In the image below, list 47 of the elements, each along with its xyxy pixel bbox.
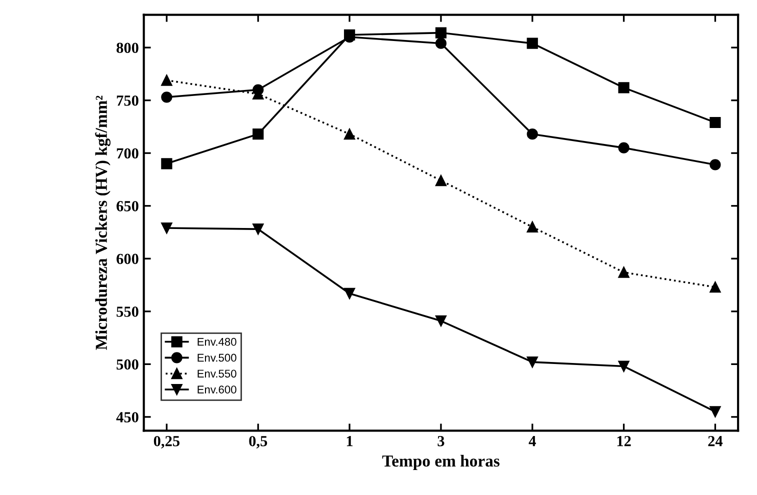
point (161, 92, 172, 103)
y-tick-label: 800 (116, 42, 138, 54)
x-tick-label: 12 (617, 436, 631, 446)
point (526, 128, 538, 140)
x-tick-label: 0,25 (154, 436, 180, 448)
y-tick-label: 450 (116, 412, 138, 422)
x-axis-title: Tempo em horas (382, 454, 500, 470)
point (435, 27, 447, 38)
y-axis-title: Microdureza Vickers (HV) kgf/mm² (95, 96, 110, 350)
x-tick-label: 1 (346, 436, 353, 446)
y-tick-label: 750 (116, 95, 138, 106)
y-tick-label: 550 (116, 306, 138, 317)
point (161, 74, 172, 86)
y-tick-label: 650 (116, 201, 138, 212)
point (344, 288, 356, 300)
point (710, 406, 721, 418)
y-tick-label: 500 (116, 359, 138, 370)
x-tick-label: 0,5 (249, 436, 268, 448)
legend-label: Env.500 (198, 354, 236, 362)
point (618, 360, 630, 372)
legend-label: Env.550 (198, 370, 236, 378)
legend-label: Env.600 (198, 386, 236, 394)
x-tick-label: 4 (528, 436, 536, 446)
point (435, 38, 447, 49)
point (252, 84, 264, 96)
x-tick-label: 3 (438, 436, 444, 446)
x-tick-label: 24 (708, 436, 723, 446)
point (161, 222, 172, 234)
point (710, 159, 721, 170)
point (344, 29, 356, 40)
point (435, 315, 447, 326)
y-tick-label: 700 (116, 148, 138, 159)
point (252, 128, 264, 140)
point (252, 224, 264, 235)
point (526, 356, 538, 368)
legend-label: Env.480 (198, 338, 236, 346)
y-tick-label: 600 (116, 254, 138, 264)
point (526, 221, 538, 233)
point (618, 142, 630, 154)
point (435, 174, 447, 186)
point (344, 128, 356, 140)
point (618, 82, 630, 94)
point (710, 116, 721, 128)
point (526, 38, 538, 49)
point (710, 282, 721, 293)
point (618, 266, 630, 278)
point (161, 158, 172, 170)
